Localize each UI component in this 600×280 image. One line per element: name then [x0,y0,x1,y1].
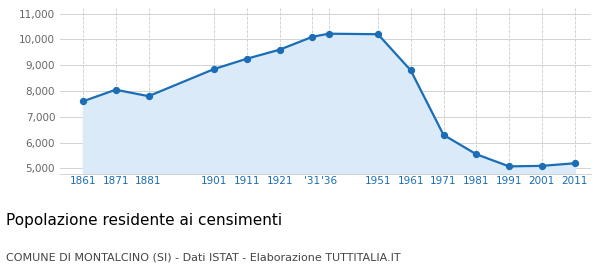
Point [472,152,481,157]
Point [570,161,580,165]
Point [504,164,514,169]
Point [439,133,448,137]
Point [537,164,547,168]
Text: COMUNE DI MONTALCINO (SI) - Dati ISTAT - Elaborazione TUTTITALIA.IT: COMUNE DI MONTALCINO (SI) - Dati ISTAT -… [6,252,401,262]
Point [209,67,219,71]
Point [275,48,284,52]
Point [406,68,416,73]
Point [78,99,88,104]
Point [373,32,383,36]
Point [308,34,317,39]
Text: Popolazione residente ai censimenti: Popolazione residente ai censimenti [6,213,282,228]
Point [324,31,334,36]
Point [242,57,251,61]
Point [111,87,121,92]
Point [144,94,154,98]
